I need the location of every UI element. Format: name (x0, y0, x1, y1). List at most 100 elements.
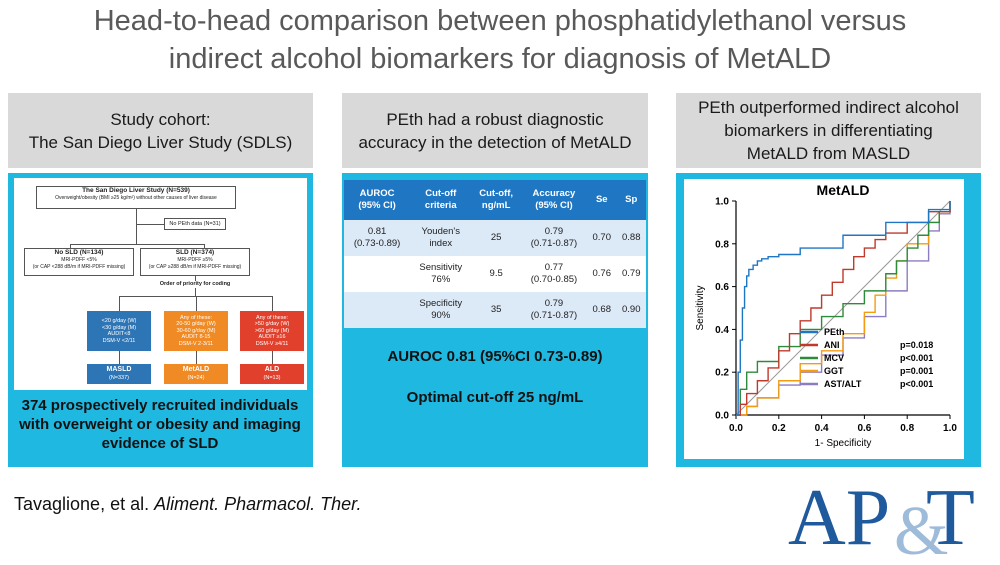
panel3-heading: PEth outperformed indirect alcohol bioma… (676, 93, 981, 168)
chart-title: MetALD (817, 182, 870, 198)
table-cell: 25 (471, 220, 521, 256)
flow-crit-metald-2: 20-50 g/day (W) (176, 321, 216, 328)
table-header-cell: Sp (616, 180, 646, 220)
flow-line (272, 296, 273, 311)
flow-excluded-text: No PEth data (N=31) (169, 221, 221, 227)
logo-t: T (926, 474, 975, 562)
page-title: Head-to-head comparison between phosphat… (0, 2, 1000, 78)
flow-out-masld: MASLD (N=337) (87, 364, 151, 384)
legend-label: MCV (824, 353, 844, 363)
table-cell: 0.77 (0.70-0.85) (520, 256, 588, 292)
y-tick-label: 0.0 (715, 411, 729, 422)
apt-logo: AP & T (788, 474, 975, 562)
legend-label: AST/ALT (824, 379, 862, 389)
panel3-heading-line1: PEth outperformed indirect alcohol (698, 98, 959, 117)
flow-line (119, 296, 120, 311)
flow-top-sub: Overweight/obesity (BMI ≥25 kg/m²) witho… (55, 195, 217, 201)
flow-out-metald: MetALD (N=24) (164, 364, 228, 384)
table-header-cell: Accuracy (95% CI) (520, 180, 588, 220)
panel1-caption: 374 prospectively recruited individuals … (19, 397, 301, 452)
flow-priority-label: Order of priority for coding (140, 281, 250, 288)
flow-sld-sub1: MRI-PDFF ≥5% (177, 257, 213, 263)
flow-crit-metald-5: DSM-V 2-3/11 (178, 340, 214, 347)
flow-crit-metald-4: AUDIT 8-15 (181, 334, 211, 341)
table-header-cell: Cut-off criteria (410, 180, 472, 220)
flow-line (272, 351, 273, 364)
flow-out-masld-name: MASLD (106, 365, 132, 373)
diagnostic-table: AUROC (95% CI) Cut-off criteria Cut-off, ng… (344, 180, 646, 328)
panel2-heading-line1: PEth had a robust diagnostic (386, 109, 604, 129)
y-axis-label: Sensitivity (695, 285, 706, 330)
logo-ap: AP (788, 474, 890, 562)
table-cell: Youden's index (410, 220, 472, 256)
flow-crit-metald: Any of these: 20-50 g/day (W) 30-60 g/da… (164, 311, 228, 351)
legend-p-value: p<0.001 (900, 379, 933, 389)
flow-crit-ald-3: >60 g/day (M) (254, 327, 290, 334)
flow-crit-masld: <20 g/day (W) <30 g/day (M) AUDIT<8 DSM-… (87, 311, 151, 351)
flow-sld-box: SLD (N=374) MRI-PDFF ≥5% (or CAP ≥288 dB… (140, 248, 250, 276)
y-tick-label: 0.4 (715, 325, 729, 336)
table-cell: 9.5 (471, 256, 521, 292)
x-axis-label: 1- Specificity (815, 438, 872, 449)
flow-line (196, 296, 197, 311)
legend-label: ANI (824, 340, 840, 350)
x-tick-label: 0.6 (857, 423, 871, 434)
flow-crit-ald-5: DSM-V ≥4/11 (255, 340, 289, 347)
x-tick-label: 0.0 (729, 423, 743, 434)
flow-top-box: The San Diego Liver Study (N=539) Overwe… (36, 186, 236, 209)
flow-crit-metald-1: Any of these: (179, 314, 213, 321)
citation-authors: Tavaglione, et al. (14, 494, 155, 514)
flow-sld-sub2: (or CAP ≥288 dB/m if MRI-PDFF missing) (148, 263, 242, 270)
citation: Tavaglione, et al. Aliment. Pharmacol. T… (14, 494, 362, 515)
flow-crit-masld-3: AUDIT<8 (107, 331, 131, 337)
panel1-heading-line1: Study cohort: (110, 109, 211, 129)
table-cell: Sensitivity 76% (410, 256, 472, 292)
flow-crit-metald-3: 30-60 g/day (M) (176, 327, 216, 334)
flow-crit-masld-1: <20 g/day (W) (101, 318, 137, 324)
flow-out-masld-n: (N=337) (108, 375, 130, 381)
flow-line (70, 244, 204, 245)
flow-crit-masld-2: <30 g/day (M) (101, 324, 137, 331)
table-header-cell: AUROC (95% CI) (344, 180, 411, 220)
flow-no-sld-sub1: MRI-PDFF <5% (61, 257, 97, 263)
table-cell: 0.70 (587, 220, 617, 256)
flow-no-sld-box: No SLD (N=134) MRI-PDFF <5% (or CAP <288… (24, 248, 134, 276)
result-auroc: AUROC 0.81 (95%CI 0.73-0.89) (387, 348, 603, 365)
flow-crit-ald-4: AUDIT ≥16 (258, 334, 286, 341)
flow-no-sld-title: No SLD (N=134) (54, 249, 104, 256)
table-header-row: AUROC (95% CI) Cut-off criteria Cut-off, ng… (344, 180, 646, 220)
table-row: Specificity 90% 35 0.79 (0.71-0.87) 0.68 0.90 (344, 292, 646, 328)
x-tick-label: 0.2 (772, 423, 786, 434)
table-cell (344, 256, 411, 292)
table-header-cell: Cut-off, ng/mL (471, 180, 521, 220)
flow-line (196, 351, 197, 364)
table-cell: 0.81 (0.73-0.89) (344, 220, 411, 256)
table-header-cell: Se (587, 180, 617, 220)
roc-line-mcv (736, 201, 951, 416)
flow-out-ald-name: ALD (264, 365, 280, 373)
x-tick-label: 1.0 (943, 423, 957, 434)
x-tick-label: 0.8 (900, 423, 914, 434)
table-row: Sensitivity 76% 9.5 0.77 (0.70-0.85) 0.76 0.79 (344, 256, 646, 292)
table-cell (344, 292, 411, 328)
table-cell: 0.79 (0.71-0.87) (520, 220, 588, 256)
y-tick-label: 0.8 (715, 239, 729, 250)
table-cell: 0.90 (616, 292, 646, 328)
legend-label: GGT (824, 366, 844, 376)
legend-label: PEth (824, 327, 845, 337)
flow-excluded-box: No PEth data (N=31) (164, 218, 226, 230)
table-cell: 35 (471, 292, 521, 328)
flow-crit-ald-1: Any of these: (255, 314, 289, 321)
result-cutoff: Optimal cut-off 25 ng/mL (406, 389, 584, 406)
logo-ampersand: & (894, 493, 948, 562)
table-row: 0.81 (0.73-0.89) Youden's index 25 0.79 (0.71-… (344, 220, 646, 256)
legend-p-value: p=0.018 (900, 340, 933, 350)
table-cell: 0.68 (587, 292, 617, 328)
roc-chart-area: MetALD 0.0 0.2 0.4 0.6 0.8 1.0 0.0 0.2 0.4 0.6 0.8 1… (684, 179, 964, 459)
panel2-heading-line2: accuracy in the detection of MetALD (358, 132, 632, 152)
table-cell: Specificity 90% (410, 292, 472, 328)
flow-out-metald-n: (N=24) (187, 375, 205, 381)
flow-out-metald-name: MetALD (182, 365, 210, 373)
table-cell: 0.79 (0.71-0.87) (520, 292, 588, 328)
panel3-heading-line2: biomarkers in differentiating (724, 121, 933, 140)
